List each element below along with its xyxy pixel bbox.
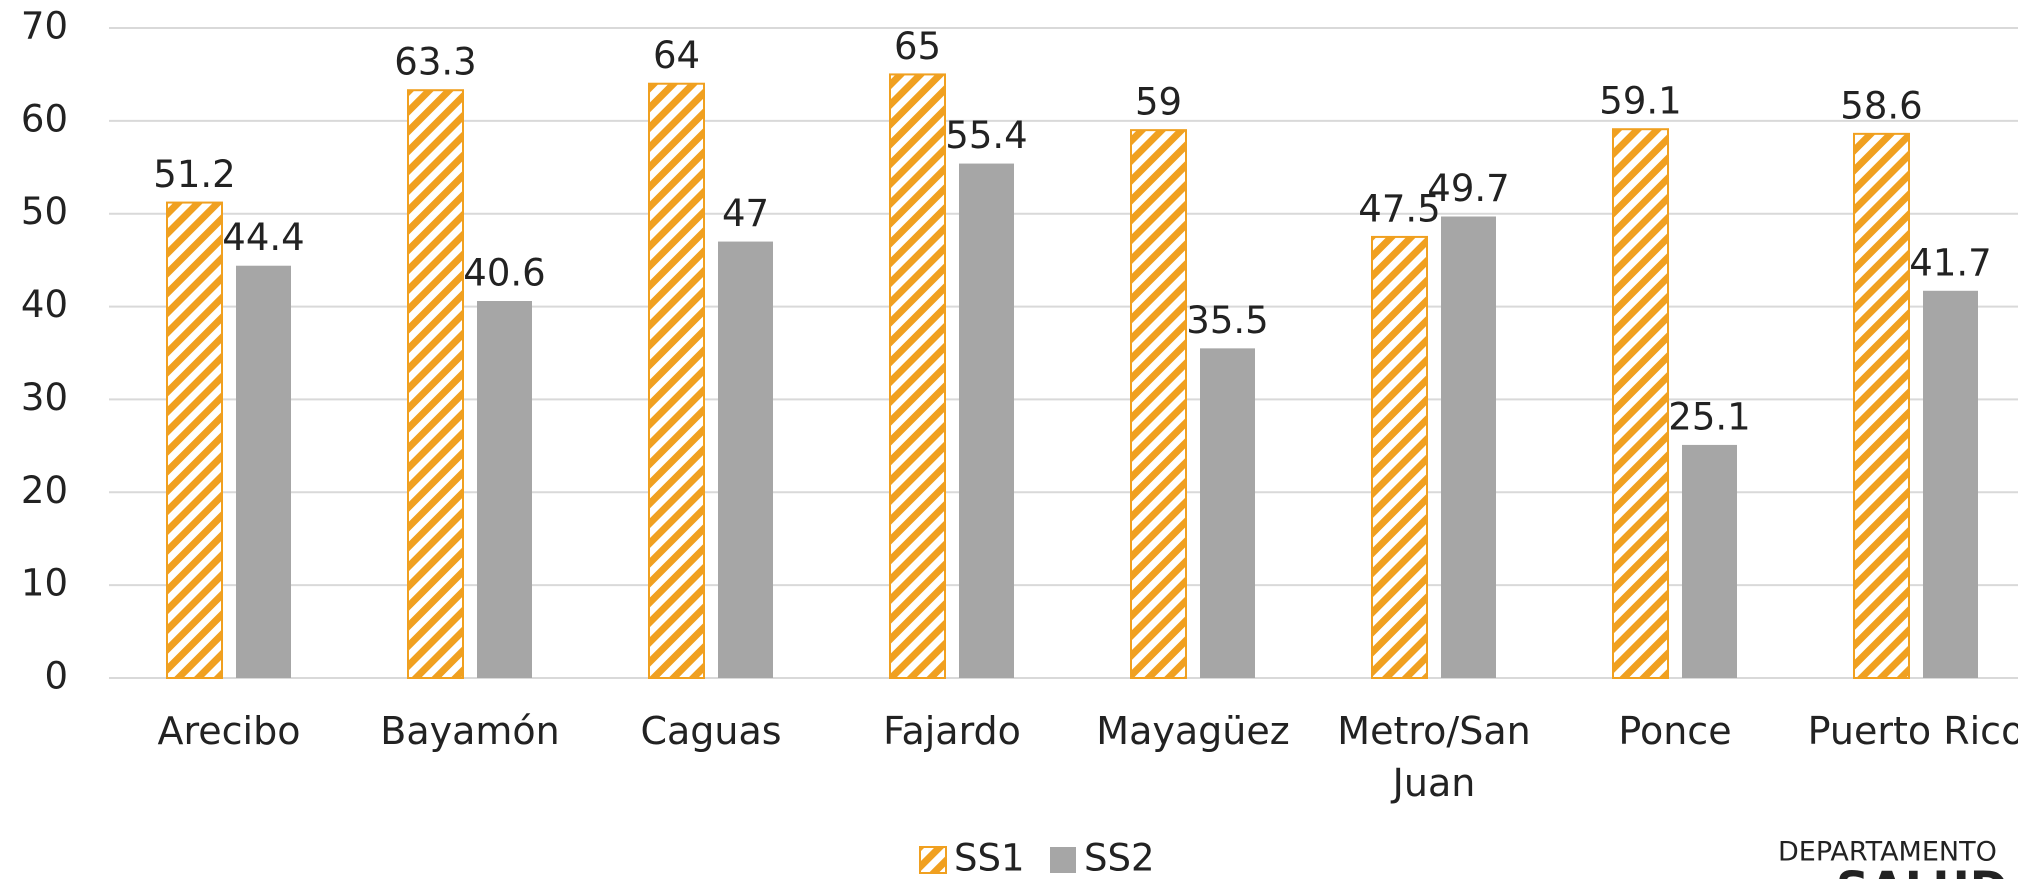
x-tick-label: Puerto Rico	[1807, 709, 2018, 753]
y-tick-label: 60	[21, 97, 68, 140]
data-label: 35.5	[1186, 299, 1268, 342]
bar	[959, 163, 1014, 679]
x-tick-label: Ponce	[1618, 709, 1732, 753]
data-label: 65	[894, 25, 941, 68]
bar	[1923, 290, 1978, 678]
y-tick-label: 30	[21, 376, 68, 419]
bar	[236, 265, 291, 678]
data-label: 63.3	[394, 41, 476, 84]
x-tick-label: Fajardo	[883, 709, 1021, 753]
x-tick-label: Bayamón	[380, 709, 560, 753]
footer-text: DEPARTAMENTO	[1778, 837, 1997, 868]
data-label: 55.4	[945, 114, 1027, 157]
footer-text: SALUD	[1836, 862, 2008, 879]
data-label: 47.5	[1358, 187, 1440, 230]
legend-label: SS1	[954, 837, 1025, 879]
y-tick-label: 70	[21, 5, 68, 48]
bar	[1682, 444, 1737, 678]
x-tick-label: Metro/San Juan	[1337, 709, 1531, 805]
legend-label: SS2	[1084, 837, 1155, 879]
bar	[718, 241, 773, 679]
data-label: 40.6	[463, 252, 545, 295]
bar	[407, 89, 464, 679]
bar	[1371, 235, 1428, 680]
bar	[166, 201, 223, 679]
data-label: 59.1	[1599, 80, 1681, 123]
x-tick-label: Arecibo	[157, 709, 301, 753]
bar	[1200, 348, 1255, 678]
data-label: 64	[653, 34, 700, 77]
y-tick-label: 20	[21, 469, 68, 512]
data-label: 58.6	[1840, 84, 1922, 127]
bar	[1130, 129, 1187, 679]
data-label: 25.1	[1668, 395, 1750, 438]
data-label: 59	[1135, 81, 1182, 124]
y-tick-label: 10	[21, 562, 68, 605]
data-label: 41.7	[1909, 241, 1991, 284]
bar	[477, 301, 532, 678]
y-tick-label: 0	[44, 655, 68, 698]
bar	[1612, 128, 1669, 679]
bar	[1853, 132, 1910, 680]
legend-swatch	[919, 846, 947, 874]
data-label: 44.4	[222, 216, 304, 259]
data-label: 51.2	[153, 153, 235, 196]
y-tick-label: 50	[21, 190, 68, 233]
x-tick-label: Mayagüez	[1096, 709, 1290, 753]
y-tick-label: 40	[21, 283, 68, 326]
legend-swatch	[1050, 847, 1076, 873]
data-label: 49.7	[1427, 167, 1509, 210]
x-tick-label: Caguas	[640, 709, 782, 753]
bar	[648, 82, 705, 679]
data-label: 47	[722, 192, 769, 235]
bar	[1441, 216, 1496, 678]
bar	[889, 73, 946, 679]
